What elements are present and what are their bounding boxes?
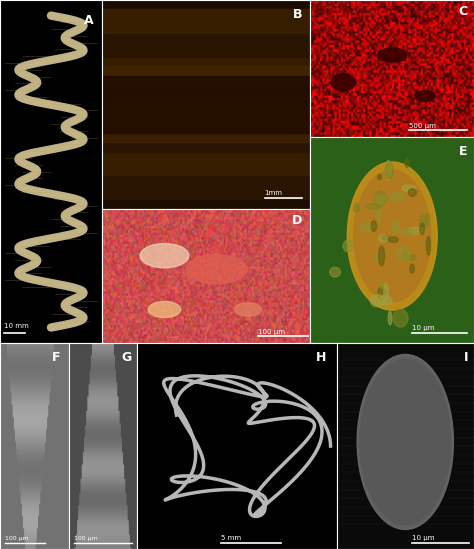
Bar — [102, 128, 310, 152]
Bar — [102, 152, 310, 176]
Text: G: G — [122, 351, 132, 365]
Ellipse shape — [377, 48, 407, 61]
Text: 100 μm: 100 μm — [258, 329, 285, 335]
Bar — [102, 33, 310, 57]
Ellipse shape — [401, 228, 414, 235]
Ellipse shape — [379, 295, 392, 305]
Ellipse shape — [393, 309, 408, 327]
Ellipse shape — [409, 189, 417, 196]
Ellipse shape — [410, 264, 414, 273]
Ellipse shape — [354, 203, 359, 212]
Ellipse shape — [377, 209, 381, 221]
Ellipse shape — [343, 240, 353, 252]
Bar — [102, 176, 310, 199]
Ellipse shape — [374, 254, 379, 260]
Text: C: C — [458, 5, 467, 19]
Ellipse shape — [420, 215, 427, 227]
Ellipse shape — [383, 235, 389, 240]
Ellipse shape — [388, 237, 399, 243]
Ellipse shape — [397, 247, 410, 261]
Ellipse shape — [415, 91, 435, 102]
Ellipse shape — [405, 158, 409, 167]
Ellipse shape — [354, 170, 431, 302]
Ellipse shape — [374, 192, 387, 206]
Text: A: A — [84, 14, 94, 27]
Ellipse shape — [347, 162, 437, 310]
Ellipse shape — [379, 246, 384, 266]
Bar — [102, 66, 310, 142]
Bar — [102, 104, 310, 128]
Bar — [102, 57, 310, 81]
Ellipse shape — [357, 355, 453, 529]
Text: 10 mm: 10 mm — [4, 323, 29, 329]
Ellipse shape — [425, 213, 430, 227]
Text: H: H — [316, 351, 327, 365]
Text: F: F — [52, 351, 61, 365]
Ellipse shape — [402, 185, 416, 192]
Ellipse shape — [331, 74, 356, 91]
Ellipse shape — [392, 220, 400, 234]
Ellipse shape — [380, 282, 383, 288]
Ellipse shape — [403, 251, 408, 260]
Ellipse shape — [427, 237, 430, 255]
Ellipse shape — [385, 162, 393, 179]
Ellipse shape — [187, 254, 246, 284]
Text: 500 μm: 500 μm — [409, 123, 436, 129]
Ellipse shape — [380, 114, 384, 134]
Text: 100 μm: 100 μm — [74, 536, 98, 541]
Ellipse shape — [385, 161, 392, 180]
Text: 1mm: 1mm — [264, 190, 283, 196]
Ellipse shape — [408, 227, 425, 234]
Ellipse shape — [234, 303, 262, 316]
Text: 10 μm: 10 μm — [412, 325, 434, 330]
Ellipse shape — [329, 267, 340, 277]
Text: E: E — [459, 145, 467, 159]
Text: 10 μm: 10 μm — [412, 535, 435, 541]
Ellipse shape — [360, 360, 451, 524]
Text: D: D — [292, 214, 302, 227]
Text: I: I — [464, 351, 468, 365]
Ellipse shape — [370, 295, 384, 307]
Ellipse shape — [379, 234, 388, 242]
Text: 100 μm: 100 μm — [6, 536, 29, 541]
Ellipse shape — [374, 194, 387, 204]
Ellipse shape — [140, 244, 189, 268]
Ellipse shape — [366, 204, 381, 210]
Text: 5 mm: 5 mm — [221, 535, 241, 541]
Ellipse shape — [390, 192, 404, 202]
Ellipse shape — [384, 283, 388, 301]
Ellipse shape — [388, 311, 392, 325]
Bar — [102, 76, 310, 133]
Ellipse shape — [408, 255, 416, 260]
Ellipse shape — [378, 287, 385, 300]
Bar — [102, 81, 310, 104]
Ellipse shape — [360, 223, 372, 232]
Ellipse shape — [148, 301, 181, 317]
Bar — [102, 9, 310, 33]
Ellipse shape — [420, 223, 425, 234]
Text: B: B — [292, 8, 302, 21]
Ellipse shape — [371, 221, 376, 232]
Ellipse shape — [377, 175, 382, 180]
